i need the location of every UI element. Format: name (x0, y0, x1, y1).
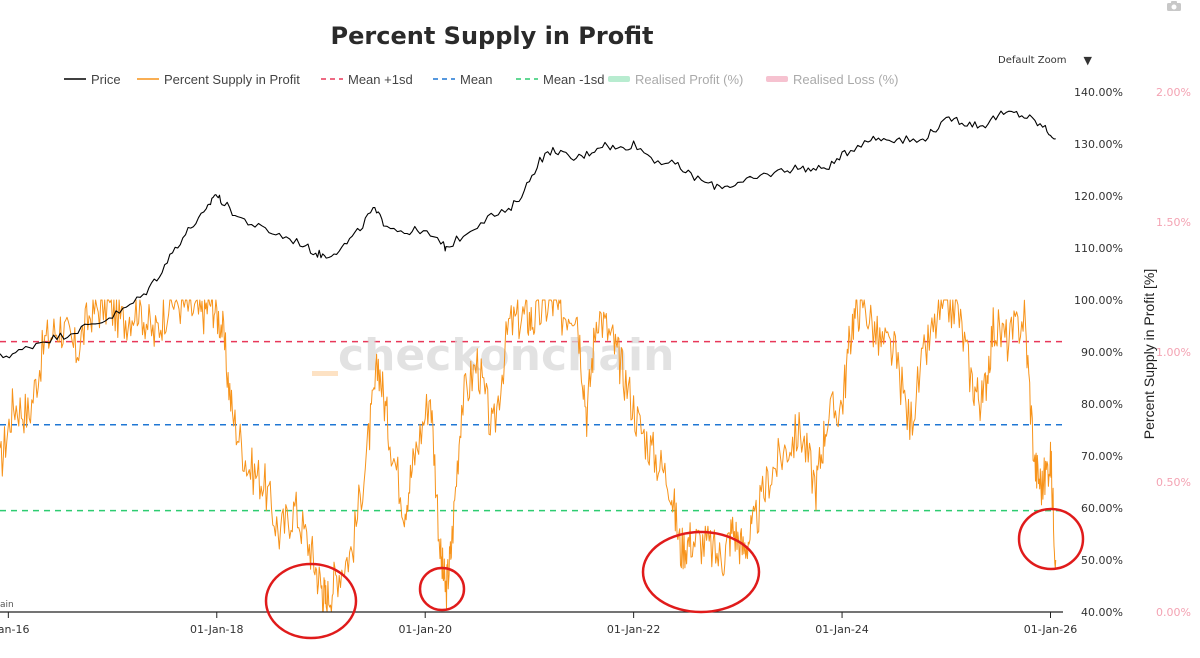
zoom-dropdown-label: Default Zoom (998, 54, 1067, 66)
annotation-circle-2026 (1017, 507, 1085, 571)
series-line-price (0, 110, 1056, 359)
y-tick-label: 110.00% (1074, 242, 1123, 255)
y-tick-label: 130.00% (1074, 138, 1123, 151)
x-tick-label: 01-Jan-26 (1024, 623, 1078, 636)
x-tick-label: 01-Jan-24 (815, 623, 869, 636)
y-tick-label: 60.00% (1081, 502, 1123, 515)
watermark: checkonchain (338, 330, 674, 381)
legend-item-price[interactable]: Price (64, 72, 121, 87)
y2-tick-label: 1.00% (1156, 346, 1191, 359)
chart-series (0, 110, 1057, 613)
annotation-circle-2020 (418, 566, 466, 612)
y-tick-label: 100.00% (1074, 294, 1123, 307)
legend-label: Mean -1sd (543, 72, 604, 87)
legend-label: Percent Supply in Profit (164, 72, 300, 87)
x-tick-label: Jan-16 (0, 623, 29, 636)
y-tick-label: 90.00% (1081, 346, 1123, 359)
x-tick-label: 01-Jan-18 (190, 623, 244, 636)
legend-label: Price (91, 72, 121, 87)
y-tick-label: 70.00% (1081, 450, 1123, 463)
y-tick-label: 140.00% (1074, 86, 1123, 99)
y2-tick-label: 2.00% (1156, 86, 1191, 99)
legend-label: Mean (460, 72, 493, 87)
y2-tick-label: 0.00% (1156, 606, 1191, 619)
legend-label: Realised Loss (%) (793, 72, 899, 87)
legend-item-realised-profit[interactable]: Realised Profit (%) (608, 72, 743, 87)
y-tick-label: 80.00% (1081, 398, 1123, 411)
legend-item-mean-1sd[interactable]: Mean +1sd (321, 72, 413, 87)
x-tick-label: 01-Jan-22 (607, 623, 661, 636)
y-tick-label: 40.00% (1081, 606, 1123, 619)
series-line-percent-supply-in-profit (0, 299, 1057, 613)
legend-item-percent-supply-in-profit[interactable]: Percent Supply in Profit (137, 72, 300, 87)
chart-legend[interactable]: Price Percent Supply in Profit Mean +1sd Me… (64, 72, 899, 87)
y-axis-right: 0.00% 0.50% 1.00% 1.50% 2.00% (1156, 86, 1191, 619)
x-axis: Jan-16 01-Jan-18 01-Jan-20 01-Jan-22 01-Jan-… (0, 612, 1077, 636)
y-tick-label: 50.00% (1081, 554, 1123, 567)
chart-credit: ain (0, 600, 14, 610)
legend-swatch (766, 76, 788, 82)
chevron-down-icon: ▼ (1083, 53, 1092, 67)
y2-axis-label: Percent Supply in Profit [%] (1141, 269, 1157, 439)
annotation-circles (264, 507, 1085, 640)
x-tick-label: 01-Jan-20 (398, 623, 452, 636)
y-tick-label: 120.00% (1074, 190, 1123, 203)
annotation-circle-2022 (641, 530, 761, 614)
legend-swatch (608, 76, 630, 82)
legend-label: Mean +1sd (348, 72, 413, 87)
legend-item-realised-loss[interactable]: Realised Loss (%) (766, 72, 899, 87)
legend-label: Realised Profit (%) (635, 72, 743, 87)
reference-lines (0, 340, 1063, 512)
y2-tick-label: 1.50% (1156, 216, 1191, 229)
annotation-circle-2019 (264, 562, 358, 640)
watermark-dash (312, 371, 338, 376)
y-axis-left: 40.00% 50.00% 60.00% 70.00% 80.00% 90.00% 100.… (1074, 86, 1123, 619)
zoom-dropdown[interactable]: Default Zoom ▼ (986, 48, 1098, 72)
legend-item-mean-1sd[interactable]: Mean -1sd (516, 72, 604, 87)
camera-icon[interactable] (1166, 0, 1182, 12)
y2-tick-label: 0.50% (1156, 476, 1191, 489)
chart-title: Percent Supply in Profit (331, 22, 654, 50)
legend-item-mean[interactable]: Mean (433, 72, 493, 87)
